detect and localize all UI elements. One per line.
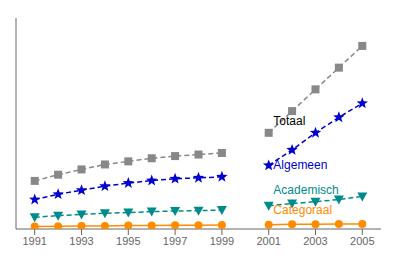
- svg-text:Academisch: Academisch: [273, 183, 338, 197]
- svg-text:2003: 2003: [303, 235, 327, 247]
- svg-text:Totaal: Totaal: [273, 114, 305, 128]
- svg-text:1991: 1991: [22, 235, 46, 247]
- svg-text:Algemeen: Algemeen: [273, 158, 327, 172]
- svg-text:1993: 1993: [69, 235, 93, 247]
- svg-text:1999: 1999: [210, 235, 234, 247]
- svg-text:2005: 2005: [350, 235, 374, 247]
- svg-text:Categoraal: Categoraal: [273, 203, 332, 217]
- svg-text:1997: 1997: [163, 235, 187, 247]
- svg-text:1995: 1995: [116, 235, 140, 247]
- svg-text:2001: 2001: [256, 235, 280, 247]
